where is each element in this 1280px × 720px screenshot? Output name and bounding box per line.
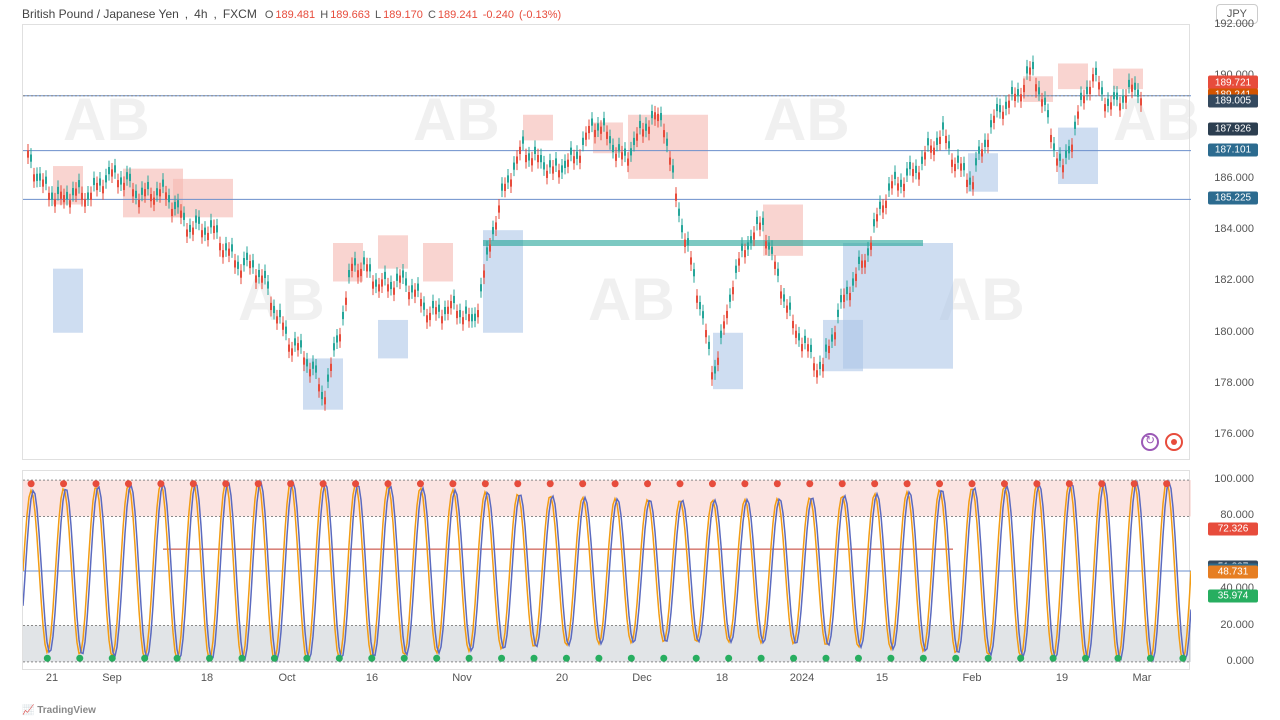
symbol-name: British Pound / Japanese Yen bbox=[22, 7, 179, 21]
oscillator-axis[interactable]: 0.00020.00040.00080.000100.00072.32651.8… bbox=[1192, 470, 1260, 670]
replay-icon[interactable] bbox=[1141, 433, 1159, 451]
ohlc-row: O189.481 H189.663 L189.170 C189.241 -0.2… bbox=[263, 9, 561, 21]
symbol-header: British Pound / Japanese Yen , 4h , FXCM… bbox=[22, 7, 561, 21]
exchange: FXCM bbox=[223, 7, 257, 21]
price-axis[interactable]: 176.000178.000180.000182.000184.000186.0… bbox=[1192, 24, 1260, 460]
record-icon[interactable] bbox=[1165, 433, 1183, 451]
tradingview-logo: 📈 TradingView bbox=[22, 705, 96, 716]
oscillator-chart[interactable] bbox=[22, 470, 1190, 670]
time-axis[interactable]: 21Sep18Oct16Nov20Dec18202415Feb19Mar bbox=[22, 672, 1190, 692]
price-chart[interactable]: ABABABABABABAB bbox=[22, 24, 1190, 460]
timeframe: 4h bbox=[194, 7, 207, 21]
